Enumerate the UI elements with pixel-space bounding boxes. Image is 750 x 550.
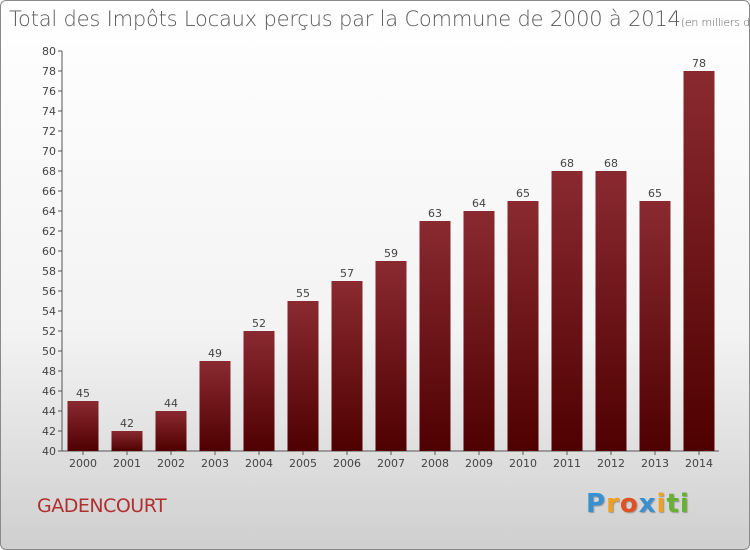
x-tick-label: 2012 [597,457,625,470]
y-tick-label: 56 [42,285,56,298]
bar [683,71,715,451]
y-tick-label: 80 [42,45,56,58]
bar-value-label: 64 [472,197,486,210]
bar [551,171,583,451]
bar [507,201,539,451]
x-tick-label: 2002 [157,457,185,470]
logo-letter: i [679,489,690,519]
x-tick-label: 2005 [289,457,317,470]
x-tick-label: 2007 [377,457,405,470]
x-tick-label: 2008 [421,457,449,470]
y-tick-label: 62 [42,225,56,238]
bars [67,71,715,451]
logo-letter: t [666,489,680,519]
bar-value-label: 57 [340,267,354,280]
y-tick-label: 44 [42,405,56,418]
bar-value-label: 65 [648,187,662,200]
bar [375,261,407,451]
bar-value-label: 49 [208,347,222,360]
x-tick-label: 2011 [553,457,581,470]
bar-value-label: 45 [76,387,90,400]
y-tick-label: 48 [42,365,56,378]
bar [111,431,143,451]
bar-value-label: 68 [560,157,574,170]
bar-value-label: 68 [604,157,618,170]
x-tick-label: 2010 [509,457,537,470]
title-text: Total des Impôts Locaux perçus par la Co… [9,7,681,31]
x-tick-label: 2001 [113,457,141,470]
bar [595,171,627,451]
bar-value-label: 65 [516,187,530,200]
logo-letter: o [619,489,639,519]
y-tick-label: 76 [42,85,56,98]
bar [331,281,363,451]
y-tick-label: 68 [42,165,56,178]
bar-value-label: 52 [252,317,266,330]
bar-value-label: 59 [384,247,398,260]
x-tick-label: 2006 [333,457,361,470]
y-tick-label: 54 [42,305,56,318]
x-ticks: 2000 2001 2002 2003 2004 2005 2006 2007 2008 2009… [69,451,713,470]
x-tick-label: 2004 [245,457,273,470]
y-tick-label: 74 [42,105,56,118]
logo-letter: r [606,489,620,519]
bar [287,301,319,451]
y-tick-label: 60 [42,245,56,258]
y-tick-label: 50 [42,345,56,358]
logo-letter: P [586,489,607,519]
data-labels: 45 42 44 49 52 55 57 59 63 64 65 68 68 65 78 [76,57,706,430]
bar [463,211,495,451]
bar-value-label: 42 [120,417,134,430]
y-ticks: 40 42 44 46 48 50 52 54 56 58 60 62 64 66 68 70 72 74 76 78… [42,45,62,458]
bar [199,361,231,451]
bar-value-label: 78 [692,57,706,70]
y-tick-label: 72 [42,125,56,138]
bar-value-label: 55 [296,287,310,300]
proxiti-logo: Proxiti [586,489,690,519]
bar [639,201,671,451]
y-tick-label: 78 [42,65,56,78]
logo-letter: x [638,489,657,519]
bar-value-label: 44 [164,397,178,410]
x-tick-label: 2000 [69,457,97,470]
y-tick-label: 70 [42,145,56,158]
x-tick-label: 2003 [201,457,229,470]
bar [155,411,187,451]
y-tick-label: 42 [42,425,56,438]
unit-note: (en milliers d'€) [680,16,750,29]
bar-value-label: 63 [428,207,442,220]
chart-title: Total des Impôts Locaux perçus par la Co… [9,7,750,31]
bar [67,401,99,451]
logo-letter: i [656,489,667,519]
bar [419,221,451,451]
x-tick-label: 2013 [641,457,669,470]
x-tick-label: 2014 [685,457,713,470]
commune-name: GADENCOURT [37,495,167,517]
y-tick-label: 64 [42,205,56,218]
bar [243,331,275,451]
y-tick-label: 52 [42,325,56,338]
y-tick-label: 40 [42,445,56,458]
x-tick-label: 2009 [465,457,493,470]
y-tick-label: 58 [42,265,56,278]
y-tick-label: 46 [42,385,56,398]
y-tick-label: 66 [42,185,56,198]
